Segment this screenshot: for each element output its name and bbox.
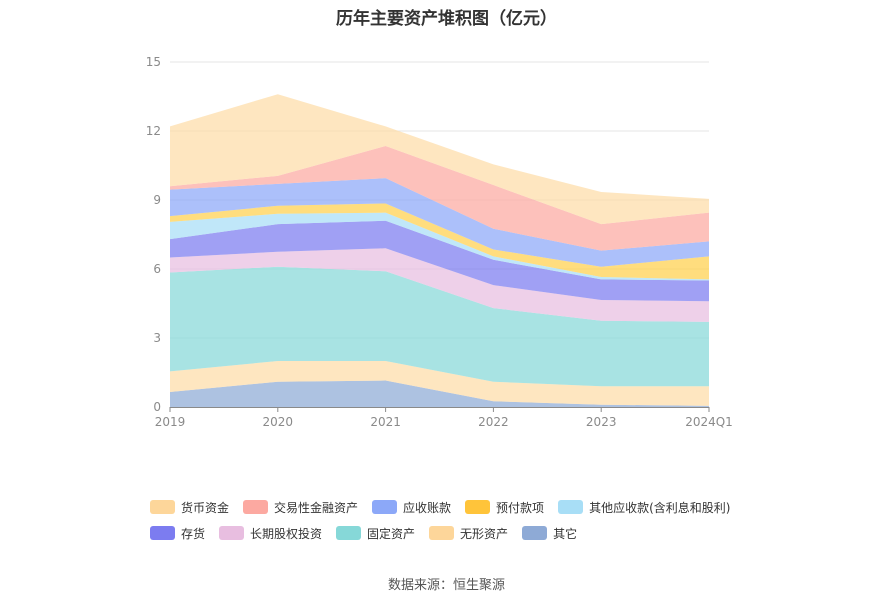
legend-label: 交易性金融资产 [274,500,359,515]
legend-item[interactable]: 应收账款 [372,499,451,516]
legend-swatch-icon [150,500,175,514]
legend-label: 货币资金 [181,500,230,515]
stacked-area-chart: 0 3 6 9 12 15 2019 2020 2021 2022 2023 2024Q1 [146,55,733,429]
x-tick-label: 2020 [263,415,294,429]
legend: 货币资金 交易性金融资产 应收账款 预付款项 其他应收款(含利息和股利) 存货 长期股权投… [150,494,790,546]
legend-swatch-icon [336,526,362,540]
y-tick-label: 3 [153,331,161,345]
y-tick-label: 6 [153,262,161,276]
y-tick-label: 12 [146,124,161,138]
x-tick-label: 2019 [155,415,186,429]
data-source-note: 数据来源：恒生聚源 [387,578,505,593]
legend-swatch-icon [522,526,548,540]
y-tick-label: 0 [153,400,161,414]
legend-item[interactable]: 无形资产 [429,525,508,542]
legend-label: 应收账款 [403,500,452,515]
area-series-5 [170,212,709,281]
legend-row: 存货 长期股权投资 固定资产 无形资产 其它 [150,520,790,546]
legend-label: 其他应收款(含利息和股利) [589,500,731,515]
legend-swatch-icon [465,500,491,514]
legend-item[interactable]: 固定资产 [336,525,415,542]
legend-swatch-icon [558,500,584,514]
y-tick-label: 15 [146,55,161,69]
legend-item[interactable]: 货币资金 [150,499,229,516]
legend-item[interactable]: 其他应收款(含利息和股利) [558,499,730,516]
legend-item[interactable]: 预付款项 [465,499,544,516]
legend-label: 长期股权投资 [250,526,323,541]
area-series-8 [170,145,709,251]
x-tick-label: 2021 [370,415,401,429]
legend-item[interactable]: 长期股权投资 [219,525,322,542]
axes: 0 3 6 9 12 15 2019 2020 2021 2022 2023 2024Q1 [146,55,733,429]
area-series-4 [170,220,709,302]
legend-swatch-icon [372,500,398,514]
legend-row: 货币资金 交易性金融资产 应收账款 预付款项 其他应收款(含利息和股利) [150,494,790,520]
legend-label: 预付款项 [496,500,545,515]
area-series-1 [170,361,709,406]
legend-swatch-icon [429,526,455,540]
legend-swatch-icon [150,526,175,540]
y-tick-label: 9 [153,193,161,207]
x-tick-label: 2023 [586,415,617,429]
legend-label: 无形资产 [460,526,509,541]
legend-label: 存货 [181,526,206,541]
area-series-6 [170,203,709,280]
area-series-0 [170,380,709,407]
legend-item[interactable]: 交易性金融资产 [243,499,358,516]
legend-item[interactable]: 其它 [522,525,577,542]
x-tick-label: 2022 [478,415,509,429]
area-series-3 [170,248,709,322]
legend-label: 固定资产 [367,526,416,541]
legend-swatch-icon [243,500,269,514]
area-series-9 [170,94,709,225]
area-series-7 [170,178,709,267]
legend-label: 其它 [553,526,578,541]
legend-item[interactable]: 存货 [150,525,205,542]
area-series-group [170,94,709,407]
x-tick-label: 2024Q1 [685,415,733,429]
legend-swatch-icon [219,526,245,540]
area-series-2 [170,266,709,387]
chart-title: 历年主要资产堆积图（亿元） [336,9,557,29]
